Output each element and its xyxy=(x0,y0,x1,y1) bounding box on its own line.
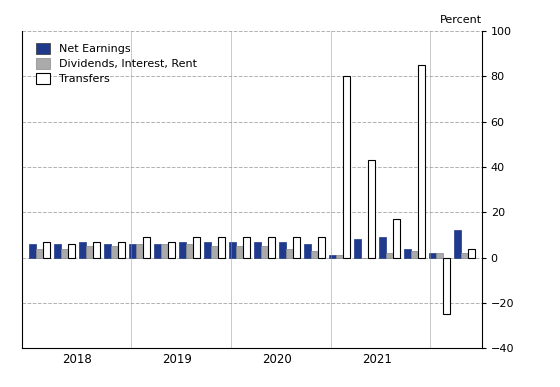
Bar xyxy=(62,248,68,258)
Bar xyxy=(279,242,286,258)
Bar xyxy=(154,244,161,258)
Bar xyxy=(329,255,336,258)
Bar xyxy=(343,76,350,258)
Bar xyxy=(129,244,136,258)
Bar xyxy=(468,248,475,258)
Bar xyxy=(104,244,111,258)
Bar xyxy=(86,246,94,258)
Bar xyxy=(261,246,268,258)
Bar xyxy=(36,248,43,258)
Bar xyxy=(311,251,318,258)
Bar xyxy=(211,246,218,258)
Bar xyxy=(143,237,150,258)
Bar xyxy=(461,253,468,258)
Legend: Net Earnings, Dividends, Interest, Rent, Transfers: Net Earnings, Dividends, Interest, Rent,… xyxy=(32,40,200,87)
Bar xyxy=(354,240,361,258)
Bar xyxy=(111,246,118,258)
Bar xyxy=(204,242,211,258)
Bar xyxy=(236,246,243,258)
Bar xyxy=(136,244,143,258)
Bar xyxy=(418,65,424,258)
Bar xyxy=(436,253,442,258)
Bar xyxy=(254,242,261,258)
Bar xyxy=(118,242,125,258)
Bar xyxy=(304,244,311,258)
Bar xyxy=(186,244,193,258)
Bar xyxy=(29,244,36,258)
Bar xyxy=(404,248,410,258)
Bar xyxy=(218,237,225,258)
Bar xyxy=(54,244,62,258)
Bar xyxy=(268,237,275,258)
Bar xyxy=(368,160,375,258)
Bar xyxy=(168,242,175,258)
Text: Percent: Percent xyxy=(440,15,482,25)
Bar xyxy=(442,258,450,314)
Bar xyxy=(68,244,75,258)
Bar xyxy=(229,242,236,258)
Bar xyxy=(393,219,400,258)
Bar xyxy=(429,253,436,258)
Bar xyxy=(43,242,50,258)
Bar xyxy=(80,242,86,258)
Bar xyxy=(454,230,461,258)
Bar xyxy=(386,253,393,258)
Bar xyxy=(193,237,200,258)
Bar xyxy=(179,242,186,258)
Bar xyxy=(293,237,300,258)
Bar xyxy=(161,244,168,258)
Bar xyxy=(318,237,325,258)
Bar xyxy=(379,237,386,258)
Bar xyxy=(336,255,343,258)
Bar xyxy=(410,251,418,258)
Bar xyxy=(286,248,293,258)
Bar xyxy=(94,242,100,258)
Bar xyxy=(243,237,250,258)
